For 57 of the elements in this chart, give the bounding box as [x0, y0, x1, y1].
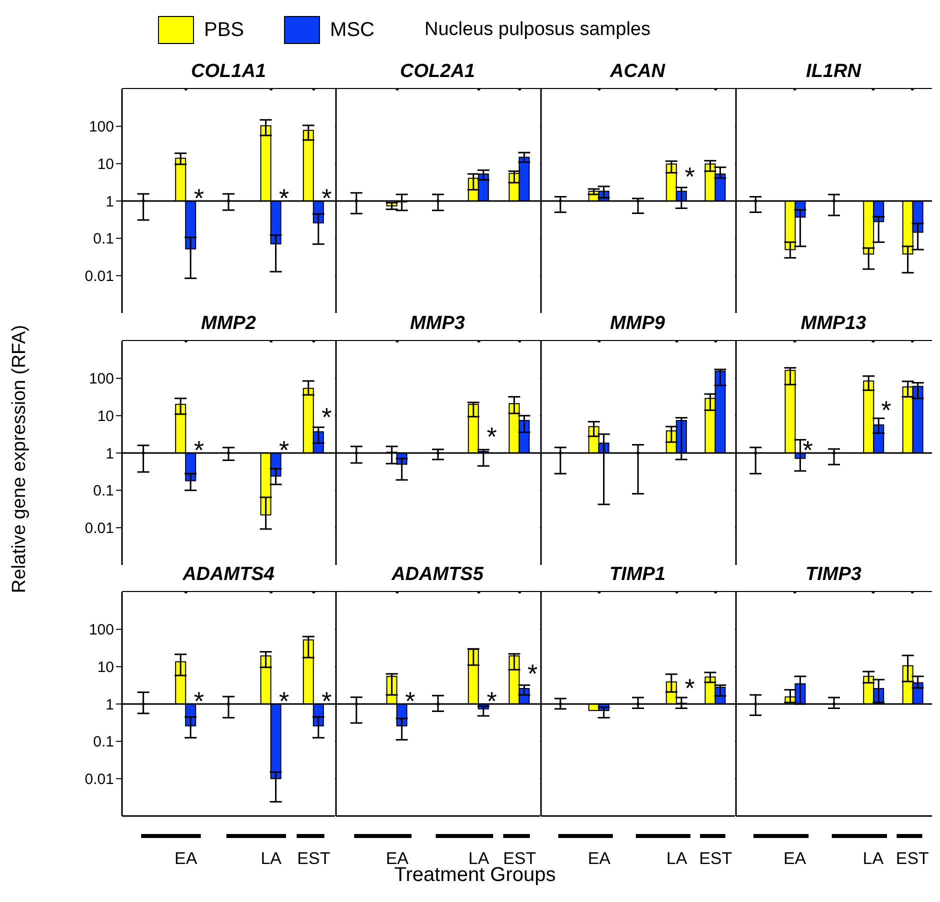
annotation: *: [802, 435, 813, 465]
chart-title: MMP9: [609, 313, 666, 335]
annotation: *: [322, 686, 332, 716]
annotation: *: [684, 673, 695, 704]
chart-title: MMP3: [409, 313, 466, 335]
y-tick-label: 10: [97, 408, 114, 425]
x-tick-label: EST: [297, 849, 330, 868]
annotation: *: [279, 686, 290, 716]
y-tick-label: 1: [106, 445, 114, 462]
y-tick-label: 0.01: [84, 268, 114, 285]
chart-title: COL1A1: [190, 61, 267, 83]
y-tick-label: 10: [97, 156, 114, 173]
chart-title: TIMP1: [608, 564, 666, 586]
y-tick-label: 100: [88, 118, 114, 136]
chart-title: ADAMTS4: [181, 564, 276, 586]
annotation: *: [528, 658, 538, 689]
annotation: *: [279, 435, 290, 465]
y-tick-label: 0.1: [93, 734, 114, 751]
x-tick-label: EA: [174, 849, 198, 868]
annotation: *: [279, 183, 290, 213]
y-tick-label: 100: [88, 370, 114, 388]
annotation: *: [322, 183, 332, 213]
x-tick-label: LA: [862, 849, 884, 868]
annotation: *: [194, 183, 204, 213]
annotation: *: [405, 686, 416, 716]
chart-title: COL2A1: [399, 61, 476, 83]
x-tick-label: LA: [666, 849, 688, 868]
y-tick-label: 0.01: [84, 770, 114, 788]
legend-label: PBS: [204, 18, 244, 42]
y-tick-label: 10: [97, 658, 114, 676]
annotation: *: [486, 686, 497, 716]
chart-title: ADAMTS5: [390, 564, 485, 586]
y-tick-label: 0.01: [84, 520, 114, 537]
annotation: *: [322, 402, 332, 432]
y-tick-label: 0.1: [93, 230, 114, 248]
annotation: *: [881, 394, 892, 425]
chart-title: IL1RN: [805, 61, 862, 83]
y-tick-label: 100: [88, 622, 114, 639]
text: Nucleus pulposus samples: [424, 19, 650, 41]
y-tick-label: 1: [106, 193, 114, 210]
annotation: *: [486, 421, 497, 452]
x-tick-label: EST: [896, 849, 929, 868]
x-tick-label: EST: [699, 849, 732, 868]
x-tick-label: EA: [588, 849, 612, 868]
chart-title: MMP13: [800, 313, 868, 335]
x-tick-label: EA: [783, 849, 807, 868]
legend-label: MSC: [330, 18, 374, 42]
y-tick-label: 1: [106, 696, 114, 714]
y-tick-label: 0.1: [93, 482, 114, 500]
chart-title: TIMP3: [804, 564, 862, 586]
annotation: *: [194, 686, 204, 716]
y-axis-title: Relative gene expression (RFA): [9, 324, 31, 596]
x-tick-label: LA: [260, 849, 282, 868]
chart-title: MMP2: [200, 313, 257, 335]
annotation: *: [684, 161, 695, 192]
chart-title: ACAN: [608, 61, 666, 83]
annotation: *: [194, 435, 204, 465]
